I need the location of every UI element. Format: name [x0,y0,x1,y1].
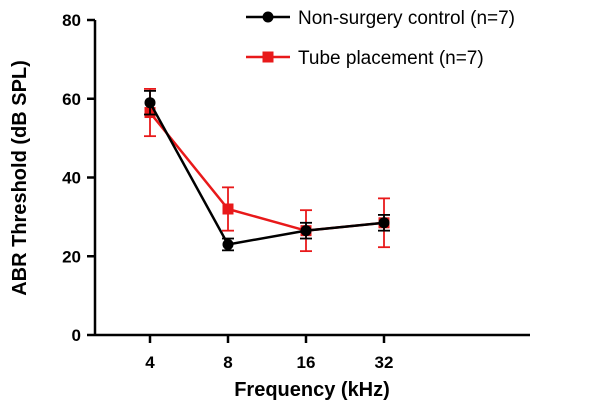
legend-label: Tube placement (n=7) [298,48,484,69]
legend-item: Tube placement (n=7) [246,48,484,69]
y-ticks: 0 20 40 60 80 [62,11,95,345]
legend-marker [262,51,274,63]
x-tick-label: 16 [297,353,316,372]
series-layer [144,88,390,253]
x-tick-label: 4 [145,353,155,372]
legend-label: Non-surgery control (n=7) [298,8,515,29]
y-axis-title: ABR Threshold (dB SPL) [9,60,31,296]
data-point [222,238,234,250]
y-tick-label: 0 [72,326,81,345]
series-line [148,102,385,246]
series-control [144,89,390,252]
legend: Non-surgery control (n=7) Tube placement … [246,8,515,69]
y-tick-label: 60 [62,90,81,109]
data-point [222,203,234,215]
x-tick-label: 8 [223,353,232,372]
data-point [378,217,390,229]
legend-marker [262,11,274,23]
data-point [300,225,312,237]
data-point [144,97,156,109]
x-ticks: 4 8 16 32 [145,335,393,372]
y-tick-label: 20 [62,247,81,266]
series-line [149,111,385,232]
legend-item: Non-surgery control (n=7) [246,8,515,29]
y-tick-label: 40 [62,169,81,188]
y-tick-label: 80 [62,11,81,30]
x-tick-label: 32 [375,353,394,372]
x-axis-title: Frequency (kHz) [234,379,390,401]
